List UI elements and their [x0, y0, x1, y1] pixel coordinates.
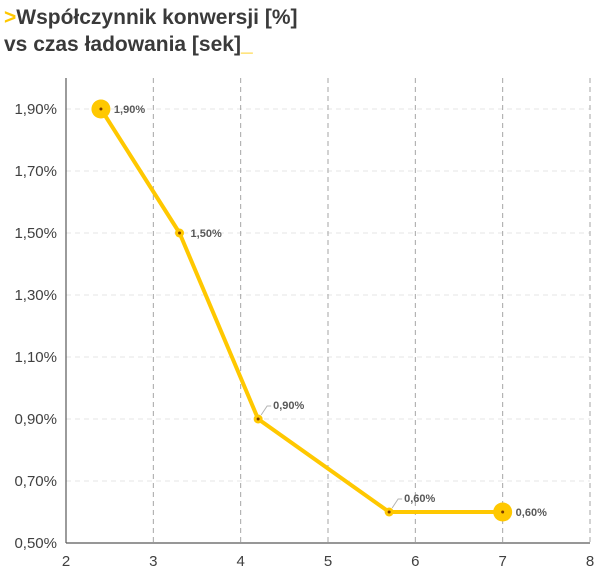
series-line [98, 107, 505, 514]
data-labels: 1,90% 1,50% 0,90% 0,60% 0,60% [114, 104, 547, 519]
point-center [501, 510, 505, 514]
point-center [99, 107, 103, 111]
y-tick-label: 0,70% [14, 473, 57, 490]
y-tick-label: 1,10% [14, 349, 57, 366]
point-center [178, 231, 182, 235]
data-label: 0,60% [404, 493, 435, 505]
title-line-2: vs czas ładowania [sek] [4, 33, 241, 56]
title-line-1: Współczynnik konwersji [%] [16, 6, 298, 29]
point-center [387, 510, 391, 514]
y-tick-label: 1,30% [14, 287, 57, 304]
title-prefix: > [4, 6, 17, 29]
label-leader-line [391, 498, 403, 509]
y-tick-label: 0,90% [14, 411, 57, 428]
x-tick-label: 4 [236, 553, 244, 570]
x-tick-label: 3 [149, 553, 157, 570]
x-tick-label: 5 [324, 553, 332, 570]
data-label: 1,90% [114, 104, 145, 116]
label-leader-line [260, 405, 272, 416]
x-tick-label: 7 [498, 553, 506, 570]
x-tick-label: 6 [411, 553, 419, 570]
data-label: 0,60% [516, 507, 547, 519]
y-tick-label: 0,50% [14, 535, 57, 552]
y-tick-label: 1,70% [14, 163, 57, 180]
chart-title: >Współczynnik konwersji [%] vs czas ładow… [4, 4, 297, 58]
x-tick-label: 8 [586, 553, 594, 570]
series [91, 99, 513, 522]
point-center [256, 417, 260, 421]
title-suffix: _ [240, 33, 253, 56]
grid [66, 78, 591, 543]
y-tick-label: 1,90% [14, 101, 57, 118]
axes: 0,50% 0,70% 0,90% 1,10% 1,30% 1,50% 1,70% 1,90%… [14, 78, 594, 570]
y-tick-label: 1,50% [14, 225, 57, 242]
x-tick-label: 2 [62, 553, 70, 570]
data-label: 1,50% [191, 228, 222, 240]
data-label: 0,90% [273, 400, 304, 412]
